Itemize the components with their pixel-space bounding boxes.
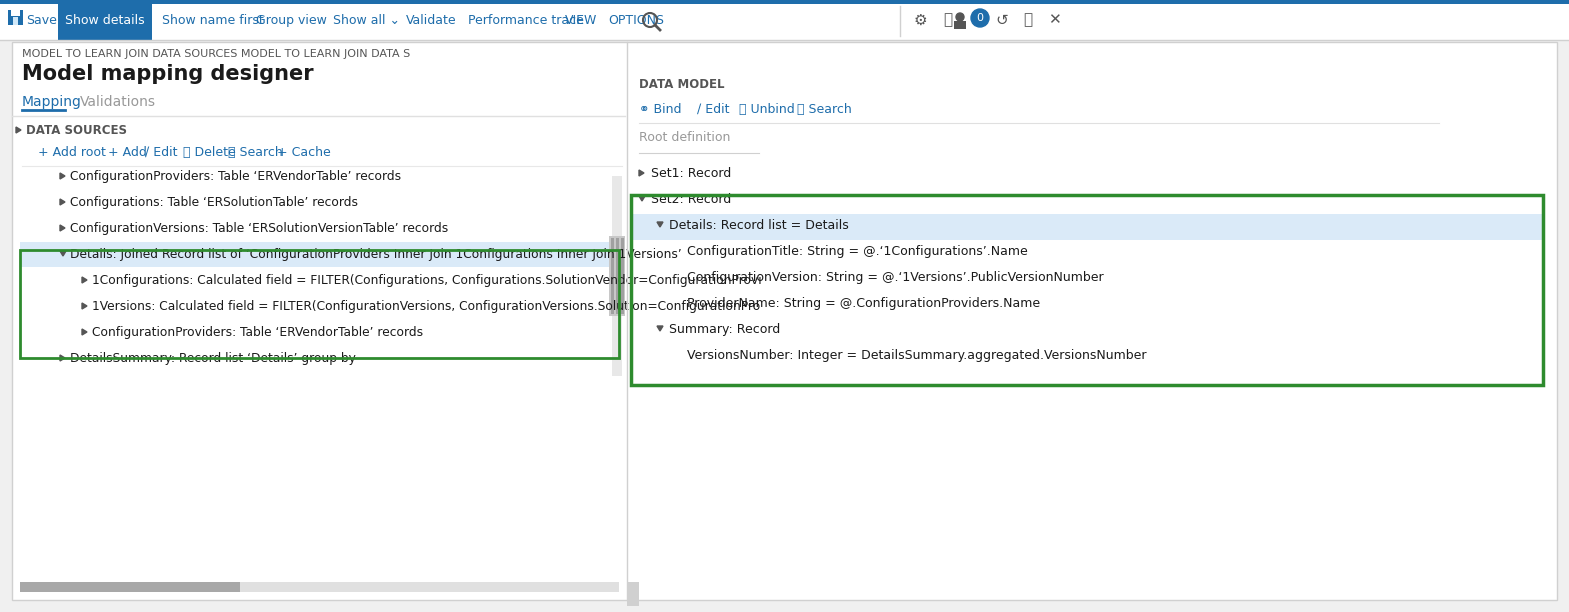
Bar xyxy=(631,195,1542,385)
Text: ConfigurationProviders: Table ‘ERVendorTable’ records: ConfigurationProviders: Table ‘ERVendorT… xyxy=(93,326,424,338)
Text: ⌕ Search: ⌕ Search xyxy=(228,146,282,159)
Text: ProviderName: String = @.ConfigurationProviders.Name: ProviderName: String = @.ConfigurationPr… xyxy=(687,296,1040,310)
Text: Save: Save xyxy=(27,13,56,26)
Bar xyxy=(628,582,639,606)
Polygon shape xyxy=(16,127,20,133)
Polygon shape xyxy=(639,170,643,176)
Text: Set1: Record: Set1: Record xyxy=(651,166,731,179)
Text: + Add: + Add xyxy=(108,146,147,159)
Text: ⚭ Bind: ⚭ Bind xyxy=(639,102,681,116)
Text: Details: Joined Record list of ‘ConfigurationProviders Inner Join 1Configuration: Details: Joined Record list of ‘Configur… xyxy=(71,247,683,261)
Text: MODEL TO LEARN JOIN DATA SOURCES MODEL TO LEARN JOIN DATA S: MODEL TO LEARN JOIN DATA SOURCES MODEL T… xyxy=(22,49,410,59)
Text: Configurations: Table ‘ERSolutionTable’ records: Configurations: Table ‘ERSolutionTable’ … xyxy=(71,195,358,209)
Polygon shape xyxy=(60,251,66,256)
Text: 0: 0 xyxy=(976,13,984,23)
Bar xyxy=(954,21,967,29)
Text: ConfigurationTitle: String = @.‘1Configurations’.Name: ConfigurationTitle: String = @.‘1Configu… xyxy=(687,245,1028,258)
Bar xyxy=(609,236,624,316)
Text: + Add root: + Add root xyxy=(38,146,105,159)
Polygon shape xyxy=(657,222,664,227)
Polygon shape xyxy=(60,199,64,205)
Text: VersionsNumber: Integer = DetailsSummary.aggregated.VersionsNumber: VersionsNumber: Integer = DetailsSummary… xyxy=(687,348,1147,362)
Text: Summary: Record: Summary: Record xyxy=(668,323,780,335)
Polygon shape xyxy=(639,196,645,201)
Text: Show details: Show details xyxy=(66,13,144,26)
Text: + Cache: + Cache xyxy=(278,146,331,159)
Polygon shape xyxy=(60,173,64,179)
Text: ⤢: ⤢ xyxy=(1023,12,1032,28)
Text: ⎕ Delete: ⎕ Delete xyxy=(184,146,235,159)
Bar xyxy=(621,238,624,314)
Text: Model mapping designer: Model mapping designer xyxy=(22,64,314,84)
Circle shape xyxy=(956,13,963,21)
Bar xyxy=(20,250,620,358)
Bar xyxy=(20,582,240,592)
Text: DATA SOURCES: DATA SOURCES xyxy=(27,124,127,136)
Bar xyxy=(11,10,20,16)
Text: 1Versions: Calculated field = FILTER(ConfigurationVersions, ConfigurationVersion: 1Versions: Calculated field = FILTER(Con… xyxy=(93,299,761,313)
Text: ConfigurationProviders: Table ‘ERVendorTable’ records: ConfigurationProviders: Table ‘ERVendorT… xyxy=(71,170,402,182)
Text: Details: Record list = Details: Details: Record list = Details xyxy=(668,218,849,231)
Bar xyxy=(5,4,56,40)
Polygon shape xyxy=(82,329,86,335)
Text: Show all ⌄: Show all ⌄ xyxy=(333,13,400,26)
Text: ⚙: ⚙ xyxy=(913,12,927,28)
Text: ∕ Edit: ∕ Edit xyxy=(697,102,730,116)
Text: ✕: ✕ xyxy=(1048,12,1061,28)
Bar xyxy=(58,0,152,40)
Text: Set2: Record: Set2: Record xyxy=(651,193,731,206)
Text: Validations: Validations xyxy=(80,95,155,109)
Text: DATA MODEL: DATA MODEL xyxy=(639,78,725,91)
Text: Performance trace: Performance trace xyxy=(468,13,584,26)
Polygon shape xyxy=(657,326,664,331)
Text: ConfigurationVersions: Table ‘ERSolutionVersionTable’ records: ConfigurationVersions: Table ‘ERSolution… xyxy=(71,222,449,234)
Text: ⎕ Unbind: ⎕ Unbind xyxy=(739,102,795,116)
Bar xyxy=(612,236,621,316)
Text: Show name first: Show name first xyxy=(162,13,264,26)
Text: Mapping: Mapping xyxy=(22,95,82,109)
Text: Group view: Group view xyxy=(256,13,326,26)
Text: ∕ Edit: ∕ Edit xyxy=(144,146,177,159)
Text: ⌕ Search: ⌕ Search xyxy=(797,102,852,116)
Text: Root definition: Root definition xyxy=(639,130,731,143)
Text: VIEW: VIEW xyxy=(565,13,598,26)
Text: OPTIONS: OPTIONS xyxy=(609,13,664,26)
Bar xyxy=(0,0,1569,4)
Polygon shape xyxy=(82,303,86,309)
Bar xyxy=(631,214,1542,240)
Text: ⬜: ⬜ xyxy=(943,12,952,28)
Bar xyxy=(617,238,620,314)
Text: Validate: Validate xyxy=(406,13,457,26)
Bar xyxy=(610,238,613,314)
Bar xyxy=(20,582,620,592)
Polygon shape xyxy=(60,225,64,231)
Bar xyxy=(0,0,1569,40)
Bar xyxy=(20,242,620,267)
Polygon shape xyxy=(60,355,64,361)
Text: ↺: ↺ xyxy=(996,12,1009,28)
Bar xyxy=(612,176,621,376)
Bar xyxy=(13,17,17,25)
Text: DetailsSummary: Record list ‘Details’ group by: DetailsSummary: Record list ‘Details’ gr… xyxy=(71,351,356,365)
Bar xyxy=(8,10,24,25)
Text: ConfigurationVersion: String = @.‘1Versions’.PublicVersionNumber: ConfigurationVersion: String = @.‘1Versi… xyxy=(687,271,1103,283)
Circle shape xyxy=(971,9,988,27)
Polygon shape xyxy=(82,277,86,283)
Text: 1Configurations: Calculated field = FILTER(Configurations, Configurations.Soluti: 1Configurations: Calculated field = FILT… xyxy=(93,274,761,286)
